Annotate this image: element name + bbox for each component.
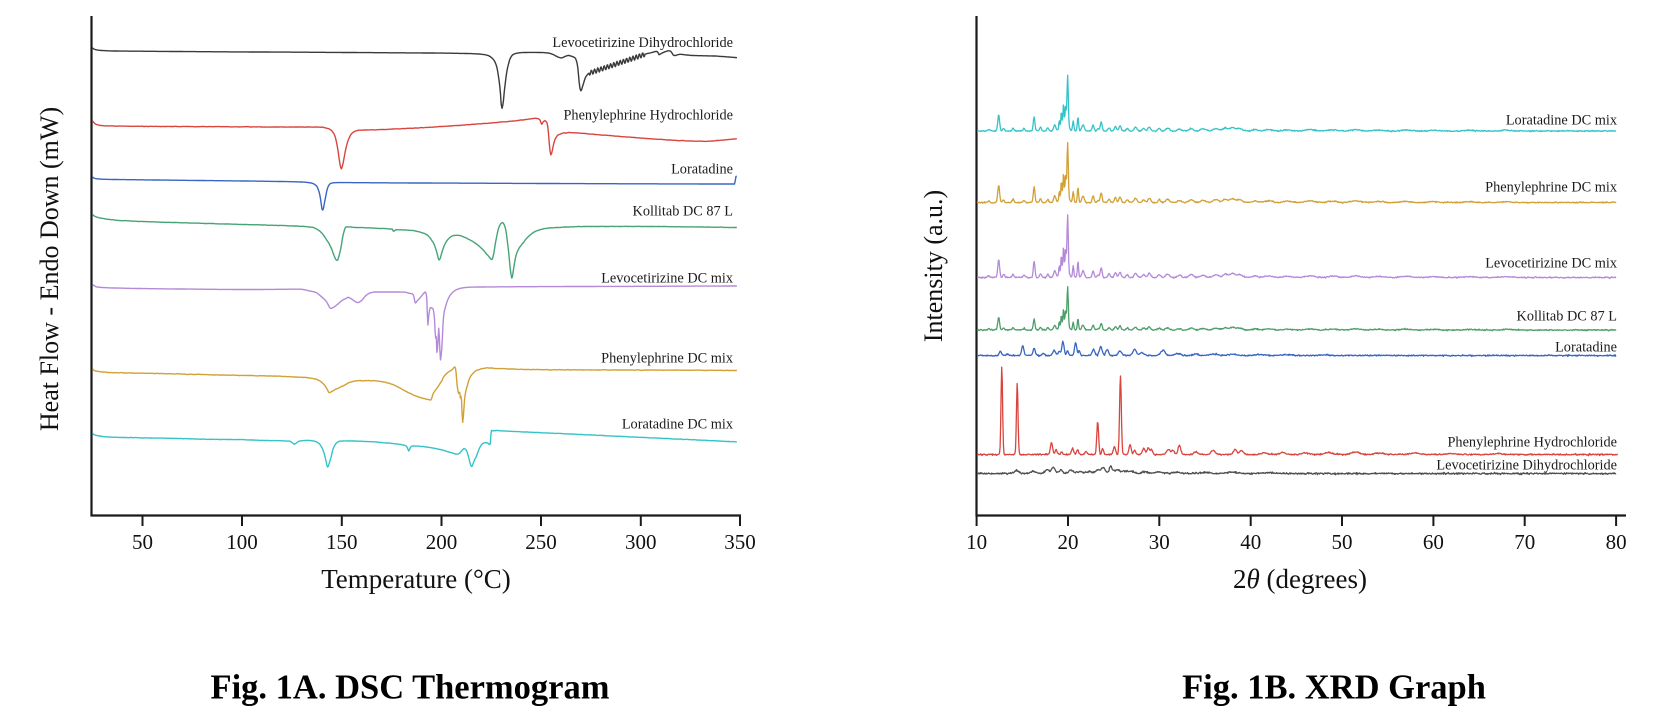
svg-text:20: 20: [1058, 530, 1079, 554]
svg-text:60: 60: [1423, 530, 1444, 554]
svg-text:10: 10: [966, 530, 987, 554]
svg-text:Levocetirizine DC mix: Levocetirizine DC mix: [601, 271, 733, 287]
svg-text:2θ (degrees): 2θ (degrees): [1233, 564, 1367, 594]
svg-text:70: 70: [1514, 530, 1535, 554]
svg-text:350: 350: [724, 530, 756, 554]
svg-text:Intensity (a.u.): Intensity (a.u.): [919, 190, 948, 342]
svg-text:150: 150: [326, 530, 358, 554]
svg-text:Phenylephrine DC mix: Phenylephrine DC mix: [601, 351, 733, 367]
svg-text:200: 200: [426, 530, 458, 554]
svg-text:Loratadine: Loratadine: [1555, 340, 1617, 356]
svg-text:Kollitab DC 87 L: Kollitab DC 87 L: [633, 204, 733, 220]
svg-text:Phenylephrine Hydrochloride: Phenylephrine Hydrochloride: [1447, 435, 1617, 451]
svg-text:50: 50: [132, 530, 153, 554]
svg-text:Levocetirizine DC mix: Levocetirizine DC mix: [1485, 256, 1617, 272]
svg-text:Fig. 1A. DSC Thermogram: Fig. 1A. DSC Thermogram: [211, 669, 610, 707]
svg-text:40: 40: [1240, 530, 1261, 554]
svg-text:Levocetirizine Dihydrochloride: Levocetirizine Dihydrochloride: [552, 35, 733, 51]
svg-text:300: 300: [625, 530, 657, 554]
svg-text:50: 50: [1332, 530, 1353, 554]
svg-text:30: 30: [1149, 530, 1170, 554]
svg-text:Levocetirizine Dihydrochloride: Levocetirizine Dihydrochloride: [1436, 458, 1617, 474]
svg-text:Kollitab DC 87 L: Kollitab DC 87 L: [1517, 309, 1617, 325]
svg-text:Heat Flow - Endo Down (mW): Heat Flow - Endo Down (mW): [35, 107, 64, 431]
svg-text:Loratadine DC mix: Loratadine DC mix: [1506, 113, 1617, 129]
svg-text:Phenylephrine Hydrochloride: Phenylephrine Hydrochloride: [563, 108, 733, 124]
svg-text:Temperature (°C): Temperature (°C): [321, 564, 511, 594]
svg-text:100: 100: [226, 530, 258, 554]
svg-text:Loratadine DC mix: Loratadine DC mix: [622, 417, 733, 433]
svg-text:Loratadine: Loratadine: [671, 162, 733, 178]
svg-text:80: 80: [1606, 530, 1627, 554]
svg-text:Phenylephrine DC mix: Phenylephrine DC mix: [1485, 180, 1617, 196]
svg-text:250: 250: [525, 530, 557, 554]
svg-text:Fig. 1B. XRD Graph: Fig. 1B. XRD Graph: [1182, 669, 1486, 707]
